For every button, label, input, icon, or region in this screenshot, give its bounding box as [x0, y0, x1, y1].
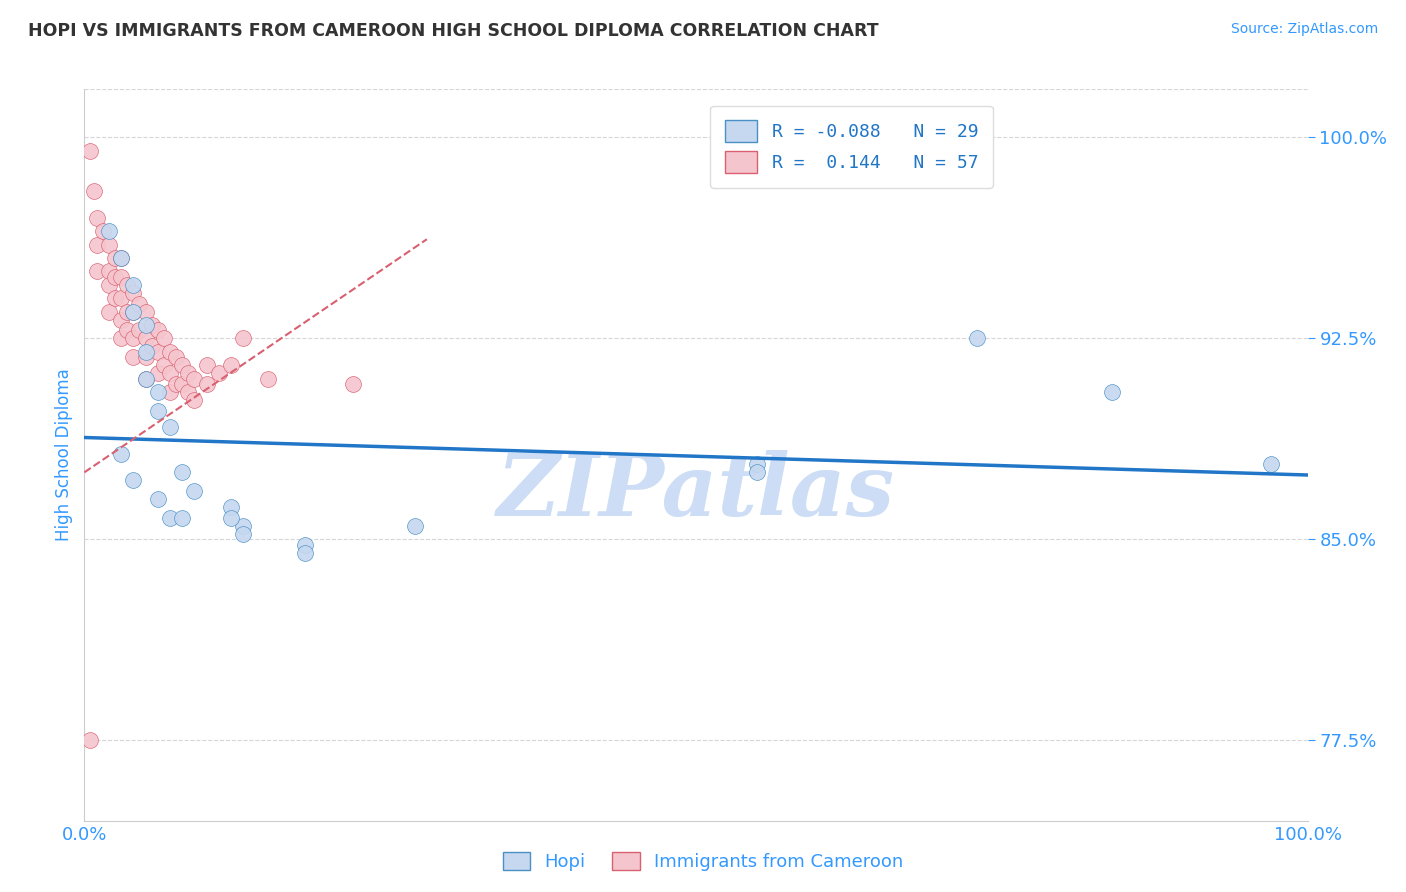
Point — [159, 344, 181, 359]
Point — [172, 466, 194, 480]
Point — [172, 358, 194, 372]
Point — [122, 331, 145, 345]
Point — [1101, 384, 1123, 399]
Point — [135, 304, 157, 318]
Point — [91, 224, 114, 238]
Point — [104, 251, 127, 265]
Point — [135, 331, 157, 345]
Point — [146, 492, 169, 507]
Text: HOPI VS IMMIGRANTS FROM CAMEROON HIGH SCHOOL DIPLOMA CORRELATION CHART: HOPI VS IMMIGRANTS FROM CAMEROON HIGH SC… — [28, 22, 879, 40]
Point — [115, 323, 138, 337]
Point — [219, 500, 242, 515]
Point — [97, 237, 120, 252]
Point — [122, 277, 145, 292]
Point — [128, 323, 150, 337]
Point — [97, 224, 120, 238]
Legend: R = -0.088   N = 29, R =  0.144   N = 57: R = -0.088 N = 29, R = 0.144 N = 57 — [710, 105, 993, 187]
Point — [232, 331, 254, 345]
Point — [966, 331, 988, 345]
Point — [110, 269, 132, 284]
Point — [177, 366, 200, 380]
Point — [79, 733, 101, 747]
Point — [141, 318, 163, 332]
Point — [110, 331, 132, 345]
Point — [86, 237, 108, 252]
Point — [110, 446, 132, 460]
Point — [122, 350, 145, 364]
Y-axis label: High School Diploma: High School Diploma — [55, 368, 73, 541]
Point — [232, 527, 254, 541]
Point — [172, 511, 194, 525]
Point — [747, 458, 769, 472]
Point — [177, 384, 200, 399]
Point — [183, 371, 205, 385]
Point — [159, 366, 181, 380]
Point — [1260, 458, 1282, 472]
Point — [153, 358, 176, 372]
Point — [146, 344, 169, 359]
Point — [122, 285, 145, 300]
Point — [110, 251, 132, 265]
Point — [183, 392, 205, 407]
Point — [146, 403, 169, 417]
Point — [110, 312, 132, 326]
Text: ZIPatlas: ZIPatlas — [496, 450, 896, 533]
Point — [115, 277, 138, 292]
Point — [183, 484, 205, 499]
Point — [159, 384, 181, 399]
Point — [115, 304, 138, 318]
Point — [135, 371, 157, 385]
Point — [165, 350, 187, 364]
Point — [135, 350, 157, 364]
Point — [110, 251, 132, 265]
Point — [172, 376, 194, 391]
Point — [146, 366, 169, 380]
Point — [208, 366, 231, 380]
Legend: Hopi, Immigrants from Cameroon: Hopi, Immigrants from Cameroon — [495, 845, 911, 879]
Point — [86, 264, 108, 278]
Point — [219, 511, 242, 525]
Point — [122, 304, 145, 318]
Point — [79, 144, 101, 158]
Text: Source: ZipAtlas.com: Source: ZipAtlas.com — [1230, 22, 1378, 37]
Point — [135, 344, 157, 359]
Point — [97, 304, 120, 318]
Point — [165, 376, 187, 391]
Point — [122, 304, 145, 318]
Point — [294, 546, 316, 560]
Point — [122, 474, 145, 488]
Point — [141, 339, 163, 353]
Point — [404, 519, 426, 533]
Point — [110, 291, 132, 305]
Point — [128, 296, 150, 310]
Point — [104, 269, 127, 284]
Point — [195, 376, 218, 391]
Point — [294, 538, 316, 552]
Point — [747, 466, 769, 480]
Point — [159, 511, 181, 525]
Point — [159, 419, 181, 434]
Point — [135, 371, 157, 385]
Point — [342, 376, 364, 391]
Point — [97, 264, 120, 278]
Point — [257, 371, 280, 385]
Point — [195, 358, 218, 372]
Point — [83, 184, 105, 198]
Point — [146, 323, 169, 337]
Point — [104, 291, 127, 305]
Point — [135, 318, 157, 332]
Point — [97, 277, 120, 292]
Point — [153, 331, 176, 345]
Point — [146, 384, 169, 399]
Point — [86, 211, 108, 225]
Point — [232, 519, 254, 533]
Point — [219, 358, 242, 372]
